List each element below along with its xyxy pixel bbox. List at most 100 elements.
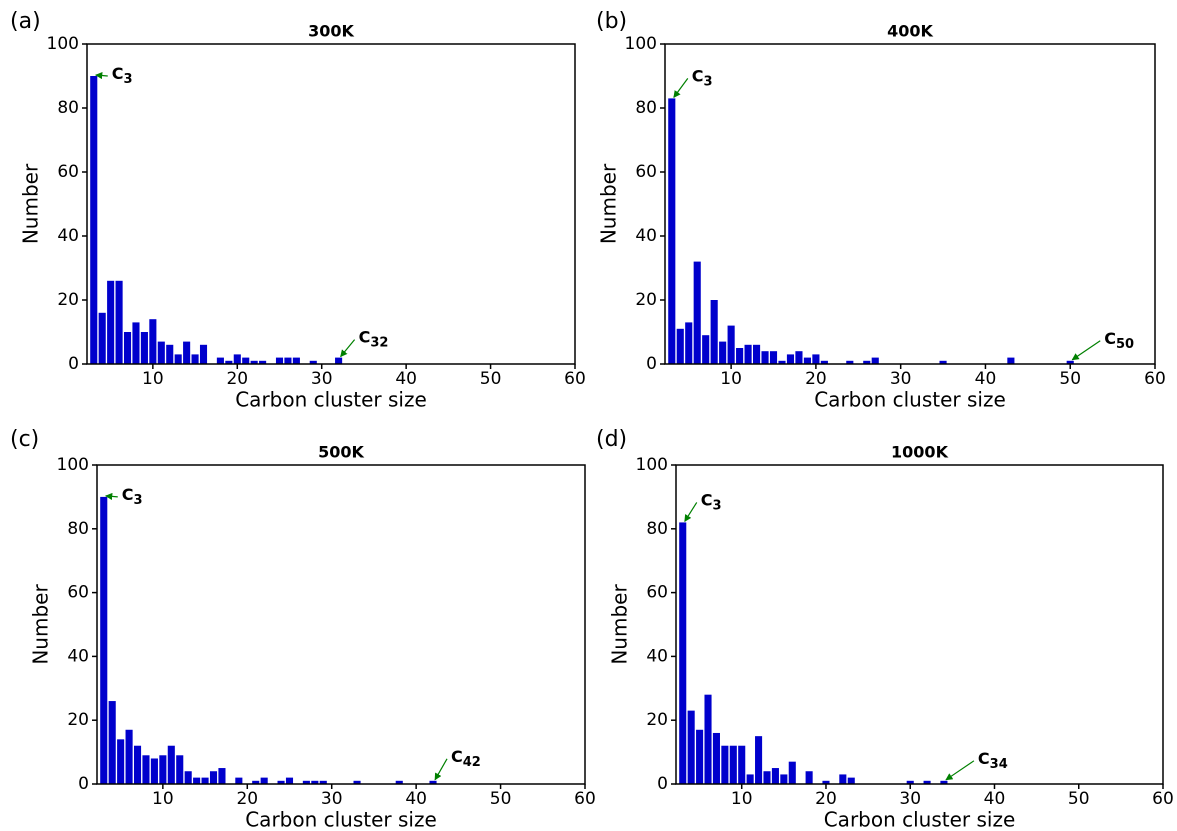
panel-label: (d) xyxy=(596,427,627,452)
bar xyxy=(822,780,830,784)
bar xyxy=(839,774,847,784)
bar xyxy=(780,774,788,784)
bar xyxy=(719,341,727,364)
bar xyxy=(353,780,361,784)
x-tick-label: 10 xyxy=(720,369,742,389)
bar xyxy=(319,780,327,784)
panel-label: (a) xyxy=(10,9,41,34)
x-tick-label: 20 xyxy=(815,789,837,809)
bar xyxy=(176,755,184,784)
y-tick-label: 80 xyxy=(57,98,79,118)
bar xyxy=(1066,360,1074,364)
bar xyxy=(252,780,260,784)
annotation-subscript: 42 xyxy=(463,754,481,769)
bar xyxy=(292,357,300,364)
bar xyxy=(285,777,294,784)
y-tick-label: 40 xyxy=(67,646,89,666)
bar xyxy=(193,777,201,784)
axes-frame xyxy=(664,43,1156,365)
bar xyxy=(846,360,854,364)
annotation-arrow xyxy=(340,339,356,358)
bar xyxy=(149,319,157,364)
annotation-arrow xyxy=(945,760,975,781)
annotation-text: C xyxy=(978,748,990,767)
y-tick-label: 80 xyxy=(67,519,89,539)
x-axis-label: Carbon cluster size xyxy=(824,808,1016,831)
bar xyxy=(668,98,676,365)
bar xyxy=(216,357,224,364)
y-tick-label: 100 xyxy=(636,455,668,475)
y-axis-label: Number xyxy=(608,584,632,665)
x-axis-label: Carbon cluster size xyxy=(814,388,1006,412)
bar xyxy=(107,280,115,364)
bar xyxy=(98,312,106,364)
bar xyxy=(738,745,746,784)
bar xyxy=(805,771,813,784)
x-axis-label: Carbon cluster size xyxy=(245,808,437,831)
bar xyxy=(259,360,267,364)
bar xyxy=(167,745,175,784)
bar xyxy=(871,357,879,364)
chart-title: 500K xyxy=(318,443,364,462)
bar xyxy=(906,780,914,784)
bar xyxy=(150,758,158,784)
bar xyxy=(696,729,704,784)
x-tick-label: 60 xyxy=(574,789,596,809)
x-tick-label: 20 xyxy=(236,789,258,809)
y-tick-label: 40 xyxy=(57,226,79,246)
bar xyxy=(923,780,931,784)
y-axis-label: Number xyxy=(29,584,53,665)
bar xyxy=(90,76,98,364)
x-tick-label: 30 xyxy=(899,789,921,809)
bar xyxy=(820,360,828,364)
y-tick-label: 60 xyxy=(635,162,657,182)
y-tick-label: 20 xyxy=(67,710,89,730)
annotation-subscript: 32 xyxy=(370,335,388,350)
bar xyxy=(721,745,729,784)
bar xyxy=(778,360,786,364)
y-tick-label: 0 xyxy=(646,354,657,374)
annotation-arrow xyxy=(1071,340,1101,361)
y-axis-label: Number xyxy=(597,163,621,244)
bar xyxy=(183,341,191,364)
bar xyxy=(761,351,769,364)
annotation-subscript: 3 xyxy=(712,498,721,513)
annotation: C34 xyxy=(978,748,1008,771)
bar xyxy=(812,354,820,364)
annotation-subscript: 3 xyxy=(134,492,143,507)
y-tick-label: 40 xyxy=(646,646,668,666)
x-tick-label: 30 xyxy=(890,369,912,389)
annotation-text: C xyxy=(451,746,463,765)
chart-title: 1000K xyxy=(891,443,949,462)
bar xyxy=(939,360,947,364)
x-tick-label: 10 xyxy=(152,789,174,809)
x-tick-label: 20 xyxy=(226,369,248,389)
x-tick-label: 10 xyxy=(731,789,753,809)
annotation: C42 xyxy=(451,746,481,769)
bar xyxy=(117,739,125,784)
bar xyxy=(166,344,174,364)
x-tick-label: 10 xyxy=(142,369,164,389)
annotation: C32 xyxy=(359,327,389,350)
x-tick-label: 40 xyxy=(405,789,427,809)
bar xyxy=(847,777,855,784)
x-tick-label: 50 xyxy=(1068,789,1090,809)
bar xyxy=(395,780,403,784)
bar xyxy=(275,357,284,364)
bar xyxy=(311,780,319,784)
y-axis-label: Number xyxy=(19,163,43,244)
bar xyxy=(679,522,687,784)
y-tick-label: 100 xyxy=(625,34,657,54)
bar xyxy=(795,351,803,364)
annotation-text: C xyxy=(701,490,713,509)
annotation-subscript: 3 xyxy=(124,72,133,87)
bar xyxy=(250,360,258,364)
bar xyxy=(786,354,795,364)
x-tick-label: 20 xyxy=(805,369,827,389)
bar xyxy=(729,745,737,784)
bar xyxy=(788,761,796,784)
y-tick-label: 100 xyxy=(47,34,79,54)
bar xyxy=(242,357,250,364)
bar xyxy=(771,768,779,784)
